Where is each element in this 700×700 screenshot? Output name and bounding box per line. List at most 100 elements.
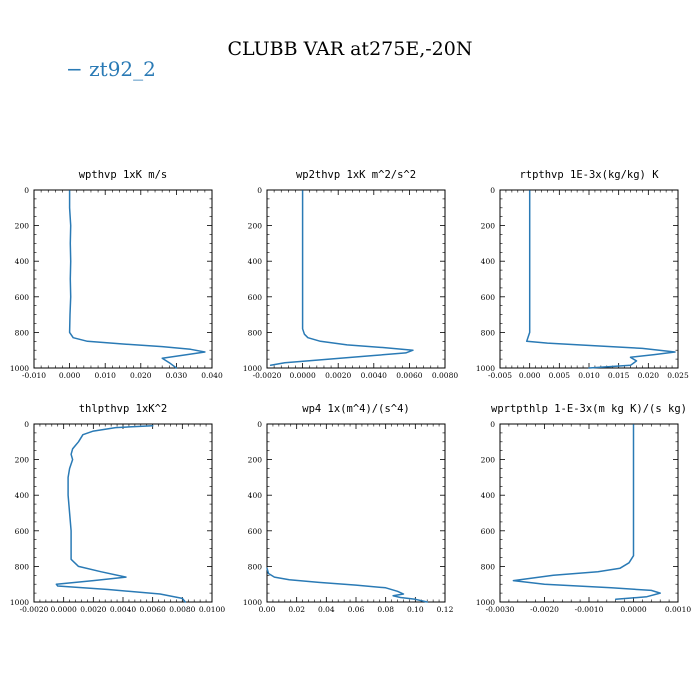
panel-title: wpthvp 1xK m/s xyxy=(79,169,168,181)
x-tick-label: 0.010 xyxy=(578,371,600,380)
series-line-zt92_2 xyxy=(512,424,661,601)
y-tick-label: 0 xyxy=(24,186,29,195)
panel-4: thlpthvp 1xK^2 -0.0020 0.0000 0.0020 0.0040 0… xyxy=(10,403,225,614)
panels: wpthvp 1xK m/s-0.010 0.000 0.010 0.020 0.030… xyxy=(10,169,691,614)
x-tick-label: 0.0080 xyxy=(169,605,195,614)
y-tick-label: 600 xyxy=(248,527,263,536)
series-line-zt92_2 xyxy=(269,190,414,367)
x-tick-label: 0.0060 xyxy=(140,605,166,614)
x-tick-label: 0.0020 xyxy=(80,605,106,614)
y-tick-label: 400 xyxy=(248,491,263,500)
plot-frame xyxy=(33,423,213,603)
y-tick-label: 200 xyxy=(15,222,30,231)
y-tick-label: 200 xyxy=(481,456,496,465)
x-tick-label: -0.0020 xyxy=(20,605,49,614)
y-tick-label: 600 xyxy=(15,293,30,302)
y-tick-label: 1000 xyxy=(476,598,495,607)
x-tick-label: 0.0000 xyxy=(289,371,315,380)
x-tick-label: -0.0020 xyxy=(253,371,282,380)
y-tick-label: 0 xyxy=(490,420,495,429)
x-tick-label: -0.0020 xyxy=(530,605,559,614)
y-tick-label: 200 xyxy=(248,222,263,231)
y-tick-label: 600 xyxy=(15,527,30,536)
x-tick-label: 0.000 xyxy=(59,371,81,380)
y-tick-label: 400 xyxy=(481,491,496,500)
panel-2: wp2thvp 1xK m^2/s^2 -0.0020 0.0000 0.0020 0.… xyxy=(243,169,458,380)
y-tick-label: 800 xyxy=(15,328,30,337)
x-tick-label: 0.0100 xyxy=(199,605,225,614)
y-tick-label: 800 xyxy=(248,562,263,571)
panel-title: wp4 1x(m^4)/(s^4) xyxy=(302,403,409,415)
plot-frame xyxy=(33,189,213,369)
y-tick-label: 600 xyxy=(481,293,496,302)
y-tick-label: 600 xyxy=(248,293,263,302)
y-tick-label: 800 xyxy=(481,562,496,571)
y-tick-label: 0 xyxy=(257,186,262,195)
y-tick-label: 1000 xyxy=(10,364,29,373)
panel-title: thlpthvp 1xK^2 xyxy=(79,403,168,415)
x-tick-label: 0.0040 xyxy=(361,371,387,380)
y-tick-label: 1000 xyxy=(10,598,29,607)
y-tick-label: 400 xyxy=(248,257,263,266)
panel-title: rtpthvp 1E-3x(kg/kg) K xyxy=(519,169,659,181)
x-tick-label: 0.0040 xyxy=(110,605,136,614)
x-tick-label: 0.06 xyxy=(348,605,365,614)
y-tick-label: 1000 xyxy=(243,364,262,373)
x-tick-label: 0.025 xyxy=(667,371,689,380)
panel-5: wp4 1x(m^4)/(s^4) 0.00 0.02 0.04 0.06 0.08 0.1… xyxy=(243,403,454,614)
panel-title: wprtpthlp 1-E-3x(m kg K)/(s kg) xyxy=(491,403,687,415)
panel-title: wp2thvp 1xK m^2/s^2 xyxy=(296,169,416,181)
y-tick-label: 800 xyxy=(248,328,263,337)
x-tick-label: 0.12 xyxy=(437,605,454,614)
x-tick-label: -0.010 xyxy=(22,371,46,380)
x-tick-label: 0.04 xyxy=(318,605,335,614)
y-tick-label: 400 xyxy=(481,257,496,266)
y-tick-label: 600 xyxy=(481,527,496,536)
plot-frame xyxy=(266,423,446,603)
series-line-zt92_2 xyxy=(55,425,187,603)
x-tick-label: 0.040 xyxy=(201,371,223,380)
legend-entry: − zt92_2 xyxy=(66,57,156,81)
y-tick-label: 0 xyxy=(490,186,495,195)
plot-frame xyxy=(499,423,679,603)
panel-6: wprtpthlp 1-E-3x(m kg K)/(s kg) -0.0030 -0… xyxy=(476,403,691,614)
panel-1: wpthvp 1xK m/s -0.010 0.000 0.010 0.020 0.030… xyxy=(10,169,223,380)
y-tick-label: 0 xyxy=(24,420,29,429)
x-tick-label: 0.00 xyxy=(259,605,276,614)
y-tick-label: 400 xyxy=(15,257,30,266)
x-tick-label: 0.020 xyxy=(638,371,660,380)
x-tick-label: 0.0000 xyxy=(620,605,646,614)
y-tick-label: 1000 xyxy=(476,364,495,373)
y-tick-label: 200 xyxy=(481,222,496,231)
y-tick-label: 0 xyxy=(257,420,262,429)
y-tick-label: 200 xyxy=(248,456,263,465)
x-tick-label: 0.000 xyxy=(519,371,541,380)
y-tick-label: 800 xyxy=(481,328,496,337)
x-tick-label: 0.0020 xyxy=(325,371,351,380)
y-tick-label: 1000 xyxy=(243,598,262,607)
x-tick-label: -0.0030 xyxy=(486,605,515,614)
x-tick-label: 0.08 xyxy=(377,605,394,614)
y-tick-label: 200 xyxy=(15,456,30,465)
series-line-zt92_2 xyxy=(266,567,428,603)
series-line-zt92_2 xyxy=(68,190,206,369)
x-tick-label: 0.015 xyxy=(608,371,630,380)
x-tick-label: 0.0080 xyxy=(432,371,458,380)
x-tick-label: 0.0000 xyxy=(51,605,77,614)
x-tick-label: 0.020 xyxy=(130,371,152,380)
x-tick-label: 0.030 xyxy=(166,371,188,380)
x-tick-label: 0.02 xyxy=(288,605,305,614)
plot-frame xyxy=(266,189,446,369)
panel-3: rtpthvp 1E-3x(kg/kg) K -0.005 0.000 0.005 0.… xyxy=(476,169,689,380)
series-line-zt92_2 xyxy=(525,190,676,369)
x-tick-label: 0.0060 xyxy=(396,371,422,380)
x-tick-label: 0.005 xyxy=(549,371,571,380)
x-tick-label: -0.0010 xyxy=(575,605,604,614)
x-tick-label: -0.005 xyxy=(488,371,512,380)
y-tick-label: 800 xyxy=(15,562,30,571)
x-tick-label: 0.10 xyxy=(407,605,424,614)
x-tick-label: 0.010 xyxy=(94,371,116,380)
figure-title: CLUBB VAR at275E,-20N xyxy=(228,38,473,60)
y-tick-label: 400 xyxy=(15,491,30,500)
